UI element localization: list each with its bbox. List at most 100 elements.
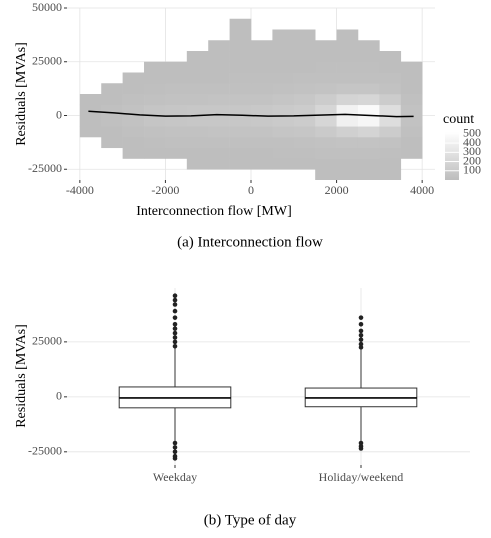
heatmap-cell [208,137,230,149]
outlier [358,321,364,327]
y-tick-label: -25000 [28,161,62,175]
heatmap-cell [379,83,402,95]
heatmap-cell [400,94,423,106]
heatmap-cell [293,83,316,95]
heatmap-cell [229,83,252,95]
y-axis-title: Residuals [MVAs] [14,324,29,428]
heatmap-cell [144,126,166,138]
heatmap-cell [400,83,423,95]
heatmap-cell [379,158,402,170]
y-tick-label: 25000 [32,54,62,68]
legend-label: 400 [463,135,481,149]
heatmap-cell [208,126,230,138]
heatmap-cell [400,137,423,149]
heatmap-cell [251,115,273,127]
heatmap-cell [186,126,209,138]
heatmap-cell [400,115,423,127]
heatmap-cell [208,94,230,106]
outlier [172,308,178,314]
heatmap-cell [229,40,252,52]
x-tick-label: -4000 [66,183,94,197]
x-axis-title: Interconnection flow [MW] [136,204,292,219]
heatmap-cell [208,104,230,116]
heatmap-cell [208,72,230,84]
heatmap-cell [315,94,337,106]
heatmap-cell [315,40,337,52]
heatmap-cell [186,72,209,84]
heatmap-cell [293,158,316,170]
outlier [358,446,364,451]
heatmap-cell [357,104,380,116]
heatmap-cell [165,94,188,106]
heatmap-cell [357,40,380,52]
heatmap-cell [208,115,230,127]
smooth-line [88,110,414,118]
heatmap-cell [315,147,337,159]
caption: (a) Interconnection flow [177,234,323,250]
legend-label: 100 [463,163,481,177]
outlier [172,330,178,336]
heatmap-cell [122,104,145,116]
heatmap-cell [144,115,166,127]
heatmap-cell [336,115,359,127]
legend-colorbar [445,132,459,180]
heatmap-cell [186,137,209,149]
legend-label: 300 [463,144,481,158]
heatmap-cell [251,137,273,149]
heatmap-cell [251,83,273,95]
heatmap-cell [400,126,423,138]
heatmap-cell [315,158,337,170]
heatmap-cell [357,83,380,95]
heatmap-cell [208,40,230,52]
y-tick-label: 50000 [32,0,62,14]
outlier [358,341,364,347]
y-tick-label: -25000 [28,444,62,458]
heatmap-cell [122,83,145,95]
heatmap-cell [272,51,295,63]
heatmap-cell [315,137,337,149]
outlier [172,343,178,349]
heatmap-cell [122,137,145,149]
x-tick-label: 4000 [410,183,434,197]
heatmap-cell [336,83,359,95]
heatmap-cell [229,147,252,159]
heatmap-cell [379,72,402,84]
heatmap-cell [315,72,337,84]
heatmap-cell [357,61,380,73]
heatmap-cell [336,94,359,106]
legend-label: 200 [463,153,481,167]
heatmap-cell [315,104,337,116]
heatmap-cell [251,104,273,116]
heatmap-cell [272,83,295,95]
legend-title: count [443,112,474,127]
heatmap-cell [357,72,380,84]
heatmap-cell [272,158,295,170]
heatmap-cell [379,169,402,180]
heatmap-cell [122,115,145,127]
x-tick-label: 2000 [325,183,349,197]
outlier [172,297,178,303]
heatmap-cell [357,158,380,170]
caption: (b) Type of day [204,512,297,528]
heatmap-cell [293,126,316,138]
heatmap-cell [315,61,337,73]
heatmap-cell [229,158,252,170]
heatmap-cell [272,61,295,73]
heatmap-cell [379,51,402,63]
heatmap-cell [272,137,295,149]
heatmap-cell [144,94,166,106]
heatmap-cell [165,126,188,138]
outlier [172,445,178,450]
heatmap-cell [336,147,359,159]
heatmap-cell [272,147,295,159]
heatmap-cell [79,94,102,106]
heatmap-cell [186,147,209,159]
heatmap-cell [336,158,359,170]
y-tick-label: 0 [56,107,62,121]
heatmap-cell [272,40,295,52]
heatmap-cell [229,72,252,84]
heatmap-cell [251,40,273,52]
heatmap-cell [379,115,402,127]
heatmap-cell [144,137,166,149]
